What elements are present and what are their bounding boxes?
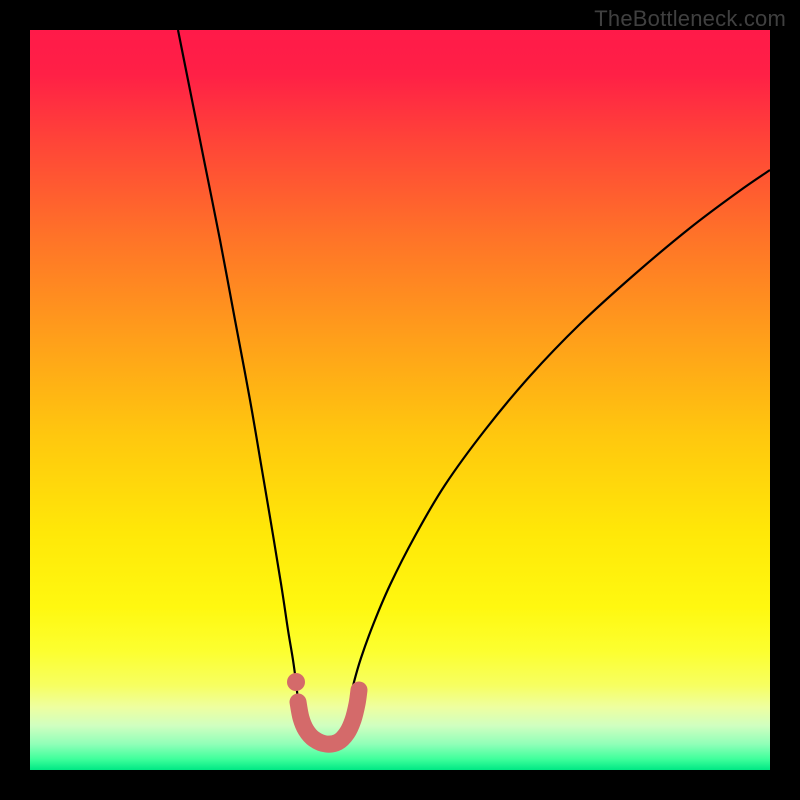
gradient-background xyxy=(30,30,770,770)
watermark-text: TheBottleneck.com xyxy=(594,6,786,32)
highlight-dot xyxy=(287,673,305,691)
bottleneck-chart xyxy=(0,0,800,800)
